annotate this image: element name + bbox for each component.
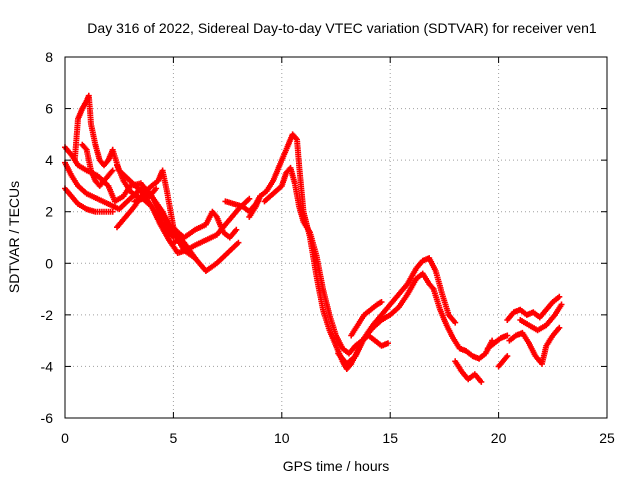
y-tick-label: -2 — [41, 307, 54, 323]
plus-marker-track — [348, 299, 385, 339]
plus-marker-track — [504, 293, 563, 323]
series-track-13 — [335, 255, 459, 367]
axis-ticks — [64, 56, 608, 419]
y-tick-label: -4 — [41, 358, 54, 374]
data-marks — [62, 92, 565, 385]
series-track-9 — [170, 208, 240, 246]
series-track-19 — [506, 324, 563, 367]
x-axis-label: GPS time / hours — [283, 458, 390, 474]
y-tick-label: 0 — [45, 255, 53, 271]
series-track-11 — [246, 131, 496, 372]
y-tick-label: -6 — [41, 410, 54, 426]
series-track-17 — [495, 353, 511, 370]
series-track-18 — [504, 293, 563, 323]
plus-marker-track — [517, 301, 565, 334]
plot-frame — [64, 56, 608, 419]
x-tick-label: 15 — [382, 430, 398, 446]
series-track-15 — [452, 358, 485, 385]
x-tick-labels: 0 5 10 15 20 25 — [61, 430, 615, 446]
plus-marker-track — [484, 332, 511, 352]
plus-marker-track — [335, 255, 459, 367]
grid — [65, 57, 607, 418]
y-tick-label: 4 — [45, 152, 53, 168]
series-track-14 — [348, 299, 385, 339]
x-tick-label: 5 — [170, 430, 178, 446]
x-tick-label: 25 — [599, 430, 615, 446]
series-track-16 — [484, 332, 511, 352]
plus-marker-track — [246, 131, 496, 372]
plus-marker-track — [452, 358, 485, 385]
plus-marker-track — [506, 324, 563, 367]
plus-marker-track — [495, 353, 511, 370]
series-track-5 — [79, 141, 116, 189]
y-tick-label: 2 — [45, 204, 53, 220]
y-tick-label: 8 — [45, 49, 53, 65]
y-tick-label: 6 — [45, 101, 53, 117]
plus-marker-track — [79, 141, 116, 189]
plus-marker-track — [170, 208, 240, 246]
x-tick-label: 20 — [491, 430, 507, 446]
x-tick-label: 10 — [274, 430, 290, 446]
chart-title: Day 316 of 2022, Sidereal Day-to-day VTE… — [87, 20, 597, 36]
y-tick-labels: -6 -4 -2 0 2 4 6 8 — [41, 49, 54, 426]
series-track-20 — [517, 301, 565, 334]
y-axis-label: SDTVAR / TECUs — [6, 181, 22, 293]
x-tick-label: 0 — [61, 430, 69, 446]
